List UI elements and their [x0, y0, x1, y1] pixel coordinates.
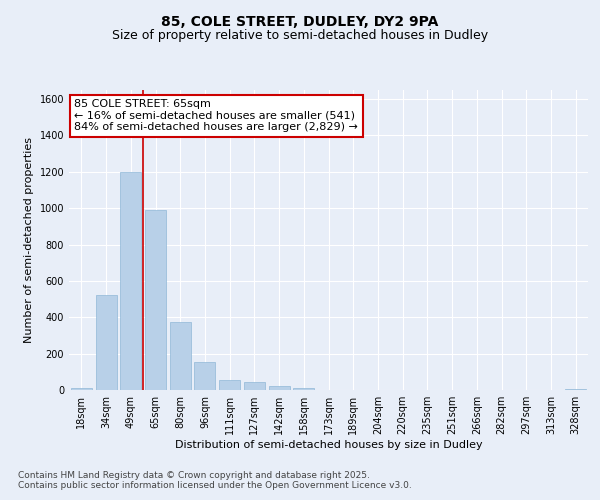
Bar	[269, 386, 290, 390]
Text: Contains HM Land Registry data © Crown copyright and database right 2025.: Contains HM Land Registry data © Crown c…	[18, 472, 370, 480]
Bar	[120, 172, 141, 390]
Y-axis label: Number of semi-detached properties: Number of semi-detached properties	[24, 137, 34, 343]
Bar	[565, 389, 586, 390]
Bar	[71, 388, 92, 390]
X-axis label: Distribution of semi-detached houses by size in Dudley: Distribution of semi-detached houses by …	[175, 440, 482, 450]
Bar	[194, 362, 215, 390]
Bar	[293, 388, 314, 390]
Text: 85, COLE STREET, DUDLEY, DY2 9PA: 85, COLE STREET, DUDLEY, DY2 9PA	[161, 16, 439, 30]
Bar	[170, 322, 191, 390]
Bar	[219, 380, 240, 390]
Text: 85 COLE STREET: 65sqm
← 16% of semi-detached houses are smaller (541)
84% of sem: 85 COLE STREET: 65sqm ← 16% of semi-deta…	[74, 99, 358, 132]
Text: Contains public sector information licensed under the Open Government Licence v3: Contains public sector information licen…	[18, 482, 412, 490]
Bar	[95, 296, 116, 390]
Text: Size of property relative to semi-detached houses in Dudley: Size of property relative to semi-detach…	[112, 28, 488, 42]
Bar	[244, 382, 265, 390]
Bar	[145, 210, 166, 390]
